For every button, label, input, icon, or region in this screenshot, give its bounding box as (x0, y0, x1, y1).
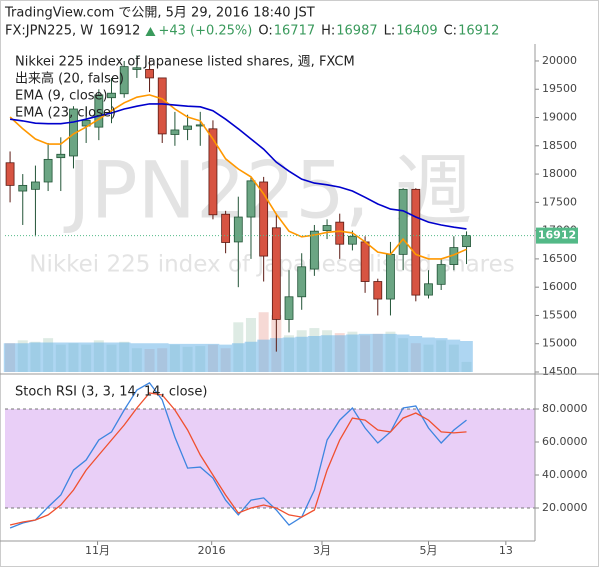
y-tick-label: 15000 (542, 337, 577, 350)
candle-body (398, 188, 408, 255)
candle-body (43, 158, 53, 183)
y-tick-label: 17500 (542, 195, 577, 208)
y-tick-label: 40.0000 (542, 468, 588, 481)
header-value: 16717 (274, 24, 315, 39)
y-tick-label: 16500 (542, 252, 577, 265)
candle-body (81, 119, 91, 127)
x-tick-label: 3月 (313, 544, 331, 557)
y-tick-label: 19500 (542, 82, 577, 95)
volume-ma-area (3, 333, 473, 372)
header-text: FX:JPN225, W (5, 24, 93, 39)
candle-body (56, 153, 66, 159)
y-tick-label: 18500 (542, 139, 577, 152)
candle-body (259, 181, 269, 257)
candle-body (31, 181, 40, 190)
candle-body (94, 94, 104, 128)
header-text: O: (258, 24, 272, 39)
candle-body (221, 213, 231, 243)
candle-body (386, 253, 395, 300)
y-tick-label: 20000 (542, 54, 577, 67)
band-fill (5, 409, 535, 508)
header-text: L: (384, 24, 396, 39)
header-text: +43 (+0.25%) (158, 24, 252, 39)
change-arrow (145, 27, 156, 36)
candle-body (246, 180, 256, 218)
x-tick-label: 11月 (85, 544, 110, 557)
candle-body (309, 230, 319, 270)
candle-body (18, 184, 28, 192)
chart-title: Nikkei 225 index of Japanese listed shar… (15, 55, 355, 70)
candle-body (360, 241, 370, 282)
candle-body (297, 266, 307, 298)
candle-body (233, 216, 243, 243)
chart-title: Stoch RSI (3, 3, 14, 14, close) (15, 385, 207, 400)
header-text: H: (321, 24, 335, 39)
y-tick-label: 80.0000 (542, 402, 588, 415)
published-note: TradingView.com で公開, 5月 29, 2016 18:40 J… (4, 6, 315, 21)
header-text: C: (444, 24, 457, 39)
candle-body (348, 235, 357, 245)
y-tick-label: 19000 (542, 111, 577, 124)
y-tick-label: 15500 (542, 308, 577, 321)
header-value: 16912 (99, 24, 140, 39)
candle-body (119, 66, 129, 95)
candle-body (183, 125, 192, 130)
header-value: 16912 (458, 24, 499, 39)
candle-body (271, 227, 281, 320)
header-value: 16987 (336, 24, 377, 39)
x-tick-label: 13 (499, 544, 513, 557)
candle-body (322, 225, 332, 232)
volume-legend: 出来高 (20, false) (15, 71, 124, 87)
x-tick-label: 5月 (419, 544, 437, 557)
candle-body (436, 264, 446, 285)
candle-body (170, 129, 180, 135)
candle-body (373, 281, 383, 300)
candle-body (424, 283, 433, 296)
legend-entry: EMA (23, close) (15, 106, 116, 121)
ema-line (9, 103, 467, 230)
x-tick-label: 2016 (198, 544, 226, 557)
candle-body (132, 67, 142, 70)
ema-line (9, 94, 467, 260)
y-tick-label: 14500 (542, 365, 577, 378)
candle-body (157, 77, 167, 135)
candle-body (208, 128, 218, 216)
candle-body (5, 162, 15, 186)
candle-body (107, 92, 116, 99)
candle-body (335, 221, 345, 245)
candle-body (462, 235, 471, 248)
last-price-label: 16912 (538, 229, 576, 242)
candle-body (284, 296, 294, 320)
y-tick-label: 16000 (542, 280, 577, 293)
candle-body (411, 188, 421, 296)
y-tick-label: 20.0000 (542, 501, 588, 514)
stoch-line (9, 392, 467, 526)
header-value: 16409 (396, 24, 437, 39)
y-tick-label: 18000 (542, 167, 577, 180)
y-tick-label: 60.0000 (542, 435, 588, 448)
last-price-box (536, 227, 578, 244)
candle-body (145, 69, 154, 79)
legend-entry: EMA (9, close) (15, 89, 108, 104)
